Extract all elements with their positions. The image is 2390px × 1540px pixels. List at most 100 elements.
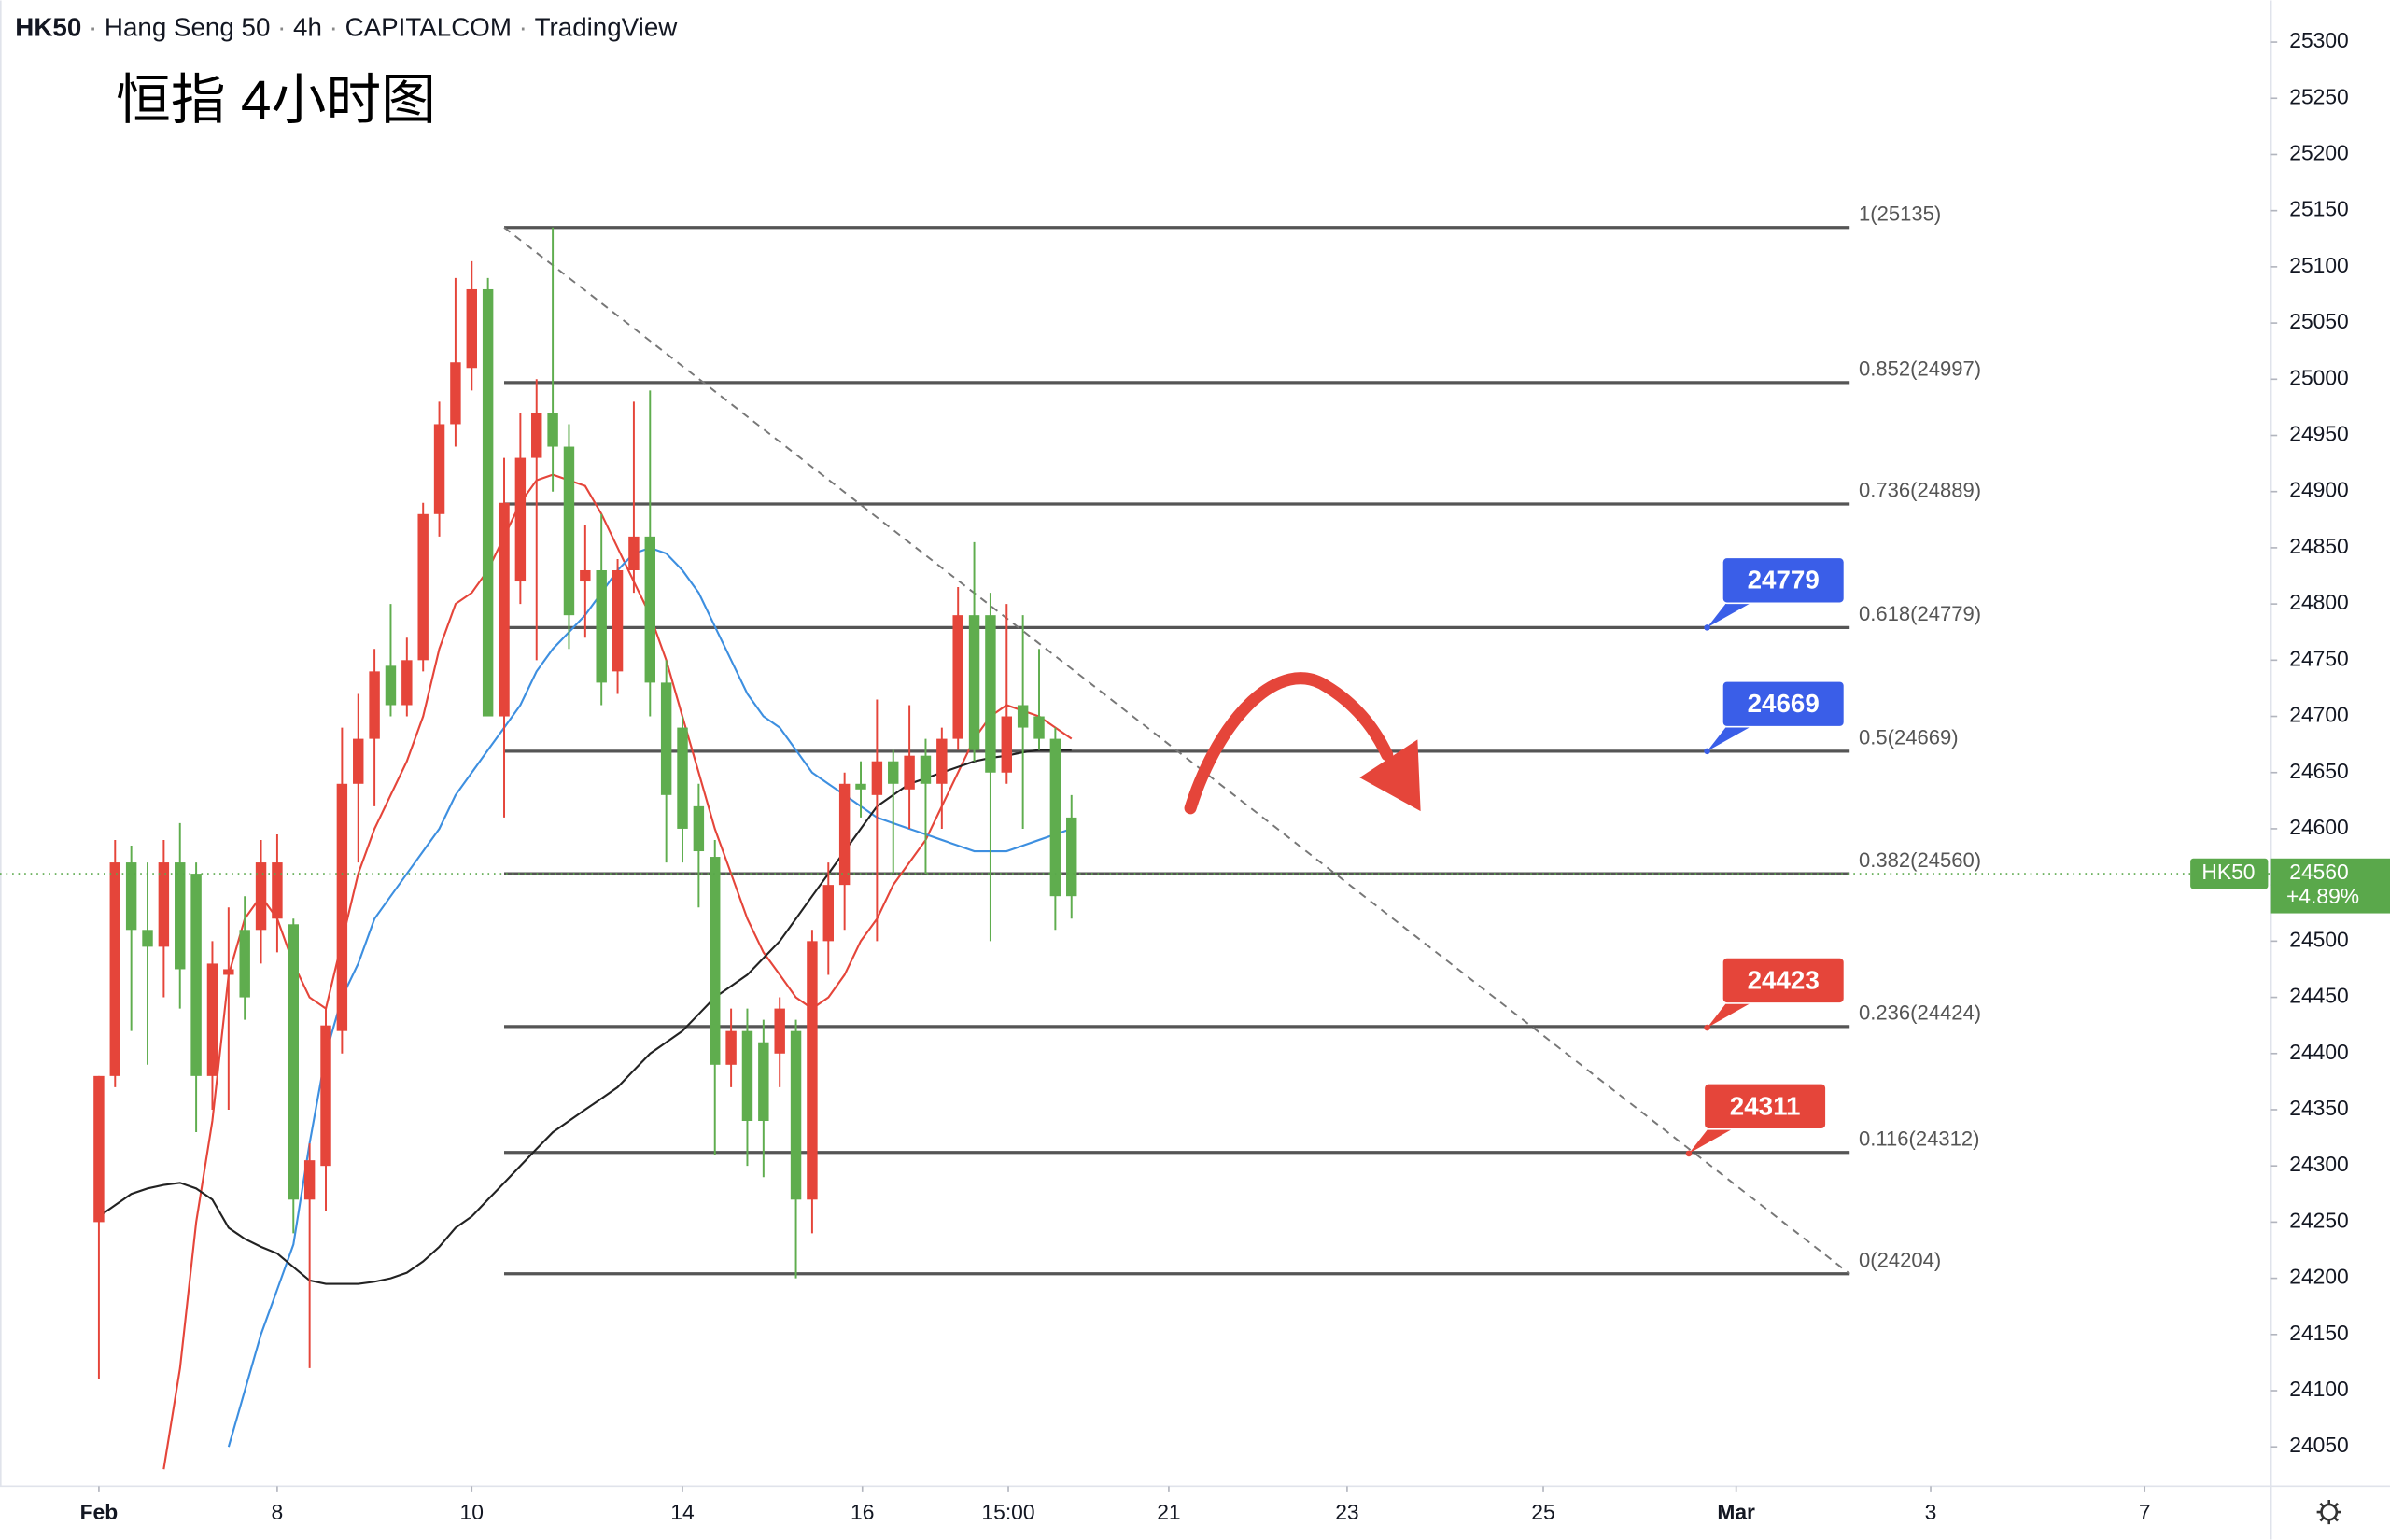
chart-header: HK50 · Hang Seng 50 · 4h · CAPITALCOM · …	[15, 13, 678, 42]
separator: ·	[512, 13, 535, 42]
callout-box	[1722, 679, 1846, 728]
candle-body	[401, 660, 413, 706]
candle-body	[1033, 716, 1045, 739]
candle-body	[968, 615, 980, 750]
candle-body	[190, 874, 202, 1076]
candle-body	[741, 1030, 753, 1122]
y-tick-label: 24850	[2289, 534, 2349, 558]
callout-label: 24423	[1748, 965, 1820, 994]
callout-tip	[1704, 1024, 1710, 1031]
callout-tip	[1685, 1150, 1693, 1157]
candle-body	[758, 1042, 769, 1122]
fib-label: 1(25135)	[1859, 203, 1941, 226]
y-tick-label: 24750	[2289, 646, 2349, 670]
interval: 4h	[293, 13, 322, 42]
candle-body	[936, 738, 948, 784]
candle-body	[1066, 817, 1077, 897]
callout-box	[1722, 556, 1846, 605]
fib-label: 0.236(24424)	[1859, 1001, 1981, 1025]
candle-body	[952, 615, 963, 739]
last-price-value: 24560	[2289, 860, 2349, 884]
x-tick-label: 25	[1531, 1500, 1554, 1524]
candle-body	[450, 362, 461, 425]
candle-body	[644, 536, 655, 683]
candle-body	[596, 569, 607, 683]
candle-body	[433, 424, 445, 514]
y-tick-label: 24800	[2289, 590, 2349, 614]
candle-body	[807, 941, 818, 1200]
candle-body	[920, 755, 932, 784]
y-tick-label: 24200	[2289, 1265, 2349, 1289]
settings-icon[interactable]	[2316, 1500, 2341, 1525]
plot-area: 1(25135) 0.852(24997) 0.736(24889) 0.618(24…	[93, 203, 1981, 1470]
candle-body	[272, 862, 283, 919]
x-tick-label: Mar	[1717, 1500, 1755, 1524]
fib-label: 0.852(24997)	[1859, 357, 1981, 381]
callout-label: 24779	[1748, 566, 1820, 595]
y-tick-label: 24650	[2289, 759, 2349, 783]
gear-teeth	[2316, 1500, 2341, 1525]
separator: ·	[322, 13, 345, 42]
fib-label: 0.116(24312)	[1859, 1127, 1979, 1150]
y-tick-label: 24150	[2289, 1321, 2349, 1345]
y-tick-label: 24500	[2289, 927, 2349, 951]
candle-body	[531, 413, 542, 458]
last-price-symbol: HK50	[2201, 860, 2255, 884]
candle-body	[677, 727, 688, 829]
candle-body	[904, 755, 915, 790]
candle-body	[369, 671, 380, 739]
y-tick-label: 25300	[2289, 28, 2349, 52]
candle-body	[417, 513, 429, 661]
fib-label: 0.5(24669)	[1859, 726, 1959, 749]
candle-body	[223, 969, 234, 975]
callout-tip	[1704, 624, 1710, 631]
candle-body	[985, 615, 996, 773]
candle-body	[580, 569, 591, 582]
candle-body	[628, 536, 640, 570]
fib-label: 0.736(24889)	[1859, 479, 1981, 502]
y-tick-label: 24100	[2289, 1377, 2349, 1401]
y-tick-label: 24050	[2289, 1433, 2349, 1457]
candle-body	[466, 288, 477, 369]
x-tick-label: 15:00	[981, 1500, 1034, 1524]
candle-body	[175, 862, 186, 970]
candle-body	[660, 682, 672, 795]
forecast-arrow-head	[1359, 739, 1421, 812]
y-tick-label: 24300	[2289, 1152, 2349, 1176]
x-tick-label: 23	[1335, 1500, 1358, 1524]
candle-body	[790, 1030, 802, 1200]
y-tick-label: 24900	[2289, 478, 2349, 502]
callout-tip	[1704, 748, 1710, 755]
x-tick-label: 3	[1925, 1500, 1937, 1524]
callout-box	[1722, 957, 1846, 1004]
x-tick-label: 10	[460, 1500, 484, 1524]
x-tick-label: Feb	[80, 1500, 119, 1524]
candle-body	[855, 783, 866, 790]
trend-line	[503, 226, 1850, 1275]
candle-body	[125, 862, 137, 931]
candle-body	[547, 413, 558, 447]
y-tick-label: 25050	[2289, 309, 2349, 333]
candle-body	[142, 930, 153, 947]
chart-title: 恒指 4小时图	[116, 70, 436, 131]
platform: TradingView	[535, 13, 679, 42]
separator: ·	[270, 13, 293, 42]
candle-body	[320, 1025, 331, 1167]
candle-body	[499, 502, 510, 717]
last-price-symbol-box	[2190, 858, 2269, 889]
candle-body	[239, 930, 250, 998]
y-tick-label: 25150	[2289, 197, 2349, 221]
candle-body	[871, 761, 883, 795]
x-tick-label: 8	[272, 1500, 284, 1524]
y-tick-label: 24400	[2289, 1040, 2349, 1064]
candle-body	[255, 862, 267, 931]
y-tick-label: 25250	[2289, 84, 2349, 108]
x-tick-label: 21	[1157, 1500, 1180, 1524]
callout-label: 24669	[1748, 689, 1820, 718]
candle-body	[693, 805, 705, 852]
y-tick-label: 24700	[2289, 703, 2349, 727]
y-tick-label: 25100	[2289, 253, 2349, 277]
candle-body	[710, 857, 721, 1065]
